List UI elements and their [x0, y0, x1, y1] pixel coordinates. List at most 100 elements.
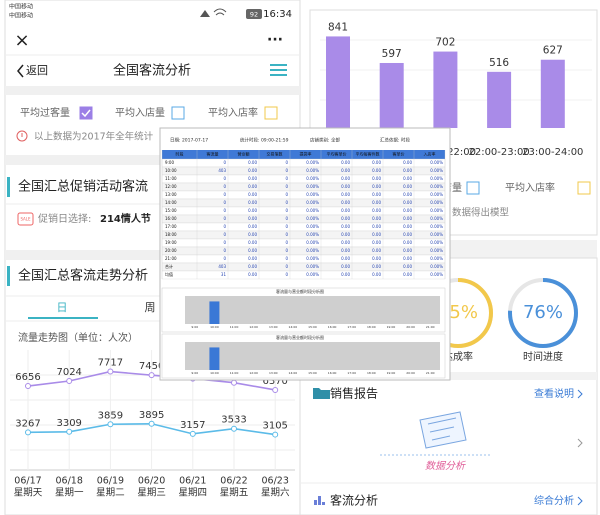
table-cell: 0.00: [248, 256, 257, 261]
sale-tag: [17, 212, 34, 226]
point: [107, 368, 114, 375]
table-cell: 0.00%: [430, 200, 443, 205]
more-button[interactable]: ···: [267, 32, 283, 48]
tab[interactable]: 日: [57, 301, 68, 314]
plot-area: [185, 342, 440, 370]
menu-link[interactable]: 查看说明: [534, 387, 574, 400]
value-label: 3157: [180, 420, 205, 431]
table-cell: 0: [223, 192, 226, 197]
filter-label: 平均过客量: [20, 106, 70, 119]
table-cell: 0.00: [341, 272, 350, 277]
plot-area: [185, 296, 440, 324]
table-cell: 0.00: [341, 248, 350, 253]
table-cell: 0.00: [248, 216, 257, 221]
table-cell: 0.00%: [430, 184, 443, 189]
point: [107, 421, 114, 428]
table-cell: 0.00: [403, 232, 412, 237]
signal-icon: [200, 10, 210, 17]
report-meta: 日期: 2017-07-17: [170, 138, 208, 144]
table-cell: 0.00%: [430, 256, 443, 261]
table-cell: 0.00: [403, 272, 412, 277]
info-icon: [16, 130, 28, 142]
table-cell: 0.00%: [430, 176, 443, 181]
table-cell: 0.00%: [306, 184, 319, 189]
chart-icon: [318, 496, 321, 505]
gauge-arc: [423, 278, 493, 348]
bar: [540, 59, 565, 128]
value-label: 7024: [56, 367, 81, 378]
x-tick-label: 06/19: [97, 476, 124, 487]
table-cell: 0.00: [341, 160, 350, 165]
table-cell: 0: [223, 224, 226, 229]
bar: [209, 301, 220, 324]
table-cell: 21:00: [165, 256, 177, 261]
illustration-caption: 数据分析: [425, 460, 466, 472]
table-header: [162, 150, 445, 159]
gray-band: [5, 86, 300, 95]
table-cell: 0.00%: [430, 264, 443, 269]
table-cell: 0: [285, 264, 288, 269]
tab[interactable]: 周: [145, 301, 156, 314]
x-tick-label: 13:00: [269, 371, 278, 375]
table-cell: 0.00%: [306, 208, 319, 213]
point: [25, 383, 31, 390]
table-cell: 15:00: [165, 208, 177, 213]
bar: [326, 36, 350, 128]
table-cell: 0: [285, 176, 288, 181]
value-label: 3267: [15, 418, 40, 429]
table-cell: 0.00%: [306, 232, 319, 237]
table-cell: 0.00: [248, 224, 257, 229]
x-tick-label: 星期三: [137, 488, 166, 499]
table-cell: 0.00: [341, 200, 350, 205]
x-tick-label: 14:00: [289, 371, 298, 375]
table-cell: 0: [223, 256, 226, 261]
value-label: 3105: [262, 421, 287, 432]
screen-title: 全国客流分析: [113, 63, 191, 79]
table-cell: 0.00: [341, 256, 350, 261]
table-cell: 0: [223, 208, 226, 213]
value-label: 7450: [139, 361, 164, 372]
close-button[interactable]: ×: [14, 30, 29, 51]
sale-tag-text: SALE: [20, 217, 31, 222]
menu-title: 客流分析: [330, 493, 378, 508]
table-cell: 0.00: [248, 232, 257, 237]
x-tick-label: 21:00: [426, 325, 435, 329]
x-tick-label: 23:00-24:00: [522, 147, 583, 158]
table-cell: 0: [285, 192, 288, 197]
value-label: 3533: [221, 415, 246, 426]
illustration: [419, 411, 467, 449]
table-cell: 0: [285, 240, 288, 245]
table-cell: 0.00: [341, 216, 350, 221]
menu-link[interactable]: 综合分析: [534, 494, 574, 507]
x-tick-label: 19:00: [387, 371, 396, 375]
table-header-cell: 平均每客件数: [356, 151, 380, 157]
x-tick-label: 星期天: [14, 488, 43, 499]
table-cell: 0: [285, 160, 288, 165]
table-cell: 13:00: [165, 192, 177, 197]
picker-value[interactable]: 214情人节: [100, 212, 151, 225]
x-tick-label: 18:00: [367, 325, 376, 329]
bar: [209, 347, 220, 370]
point: [148, 372, 155, 379]
table-cell: 0.00: [403, 184, 412, 189]
table-cell: 0.00%: [430, 232, 443, 237]
point: [66, 428, 73, 435]
table-cell: 0.00: [248, 208, 257, 213]
x-tick-label: 11:00: [230, 325, 239, 329]
table-cell: 0.00: [248, 176, 257, 181]
table-cell: 20:00: [165, 248, 177, 253]
table-cell: 0.00: [341, 232, 350, 237]
table-cell: 0.00%: [306, 240, 319, 245]
table-cell: 0.00%: [430, 192, 443, 197]
x-tick-label: 12:00: [249, 371, 258, 375]
x-tick-label: 16:00: [328, 371, 337, 375]
x-tick-label: 06/21: [179, 476, 206, 487]
table-cell: 0: [285, 184, 288, 189]
gauge-value: 76%: [523, 302, 563, 323]
x-tick-label: 星期六: [261, 487, 290, 499]
back-button[interactable]: 返回: [26, 64, 48, 77]
value-label: 597: [382, 48, 402, 60]
chevron: [577, 496, 583, 506]
x-tick-label: 17:00: [347, 371, 356, 375]
